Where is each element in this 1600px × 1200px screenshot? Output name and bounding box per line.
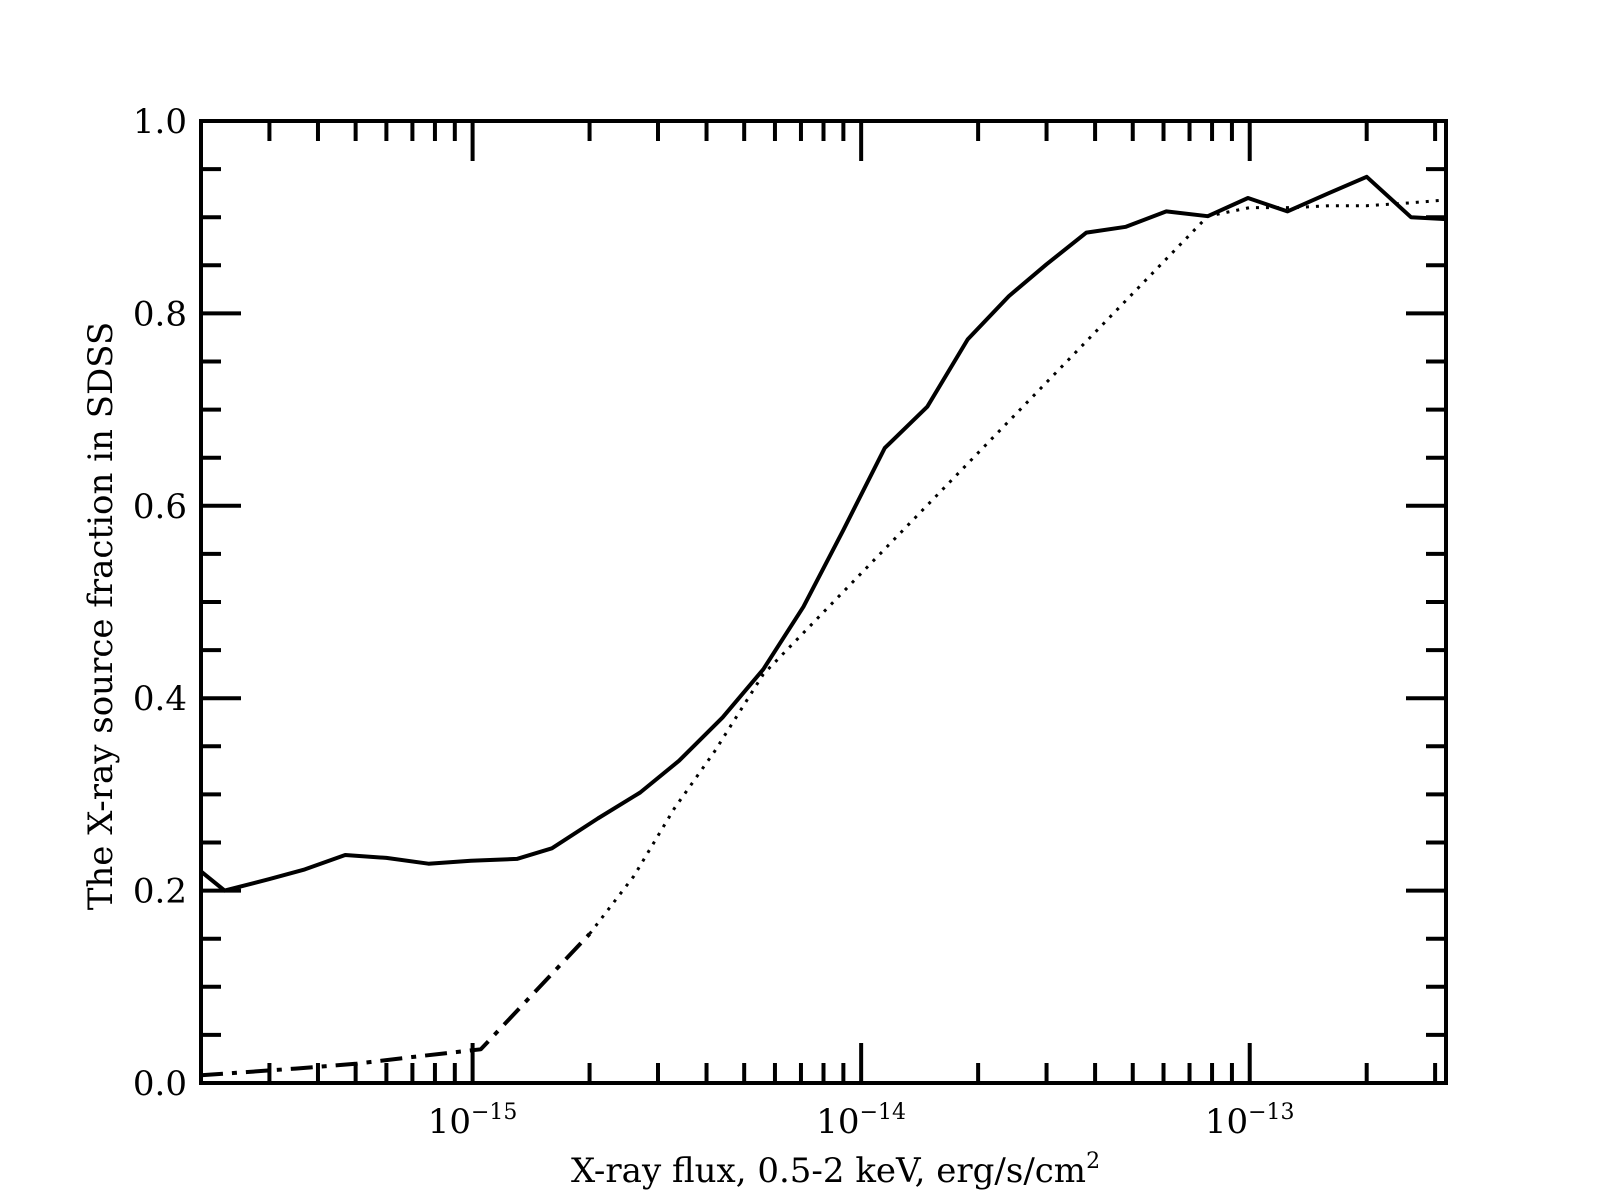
series-line-dotted [588,198,1447,935]
x-tick-label-exponent: −13 [1248,1100,1294,1125]
x-tick-label-base: 10 [816,1102,859,1142]
plot-lines [199,174,1447,1078]
x-tick-label: 10−14 [816,1100,906,1142]
x-axis-title-superscript: 2 [1086,1149,1100,1174]
y-tick-label: 0.2 [133,872,187,912]
x-tick-label-base: 10 [428,1102,471,1142]
x-tick-label-exponent: −15 [471,1100,517,1125]
x-tick-label-base: 10 [1205,1102,1248,1142]
x-tick-label: 10−15 [428,1100,518,1142]
y-tick-label: 0.4 [133,679,187,719]
x-tick-label-exponent: −14 [860,1100,906,1125]
y-tick-label: 0.8 [133,294,187,334]
x-axis-title: X-ray flux, 0.5-2 keV, erg/s/cm2 [571,1149,1100,1191]
plot-frame [199,119,1448,1085]
y-tick-label: 0.0 [133,1064,187,1104]
y-axis-title: The X-ray source fraction in SDSS [81,322,121,911]
x-tick-label: 10−13 [1205,1100,1295,1142]
tick-labels: 0.00.20.40.60.81.010−15 10−14 10−13 [133,102,1295,1142]
y-tick-label: 0.6 [133,487,187,527]
y-tick-label: 1.0 [133,102,187,142]
x-axis-title-text: X-ray flux, 0.5-2 keV, erg/s/cm [571,1151,1086,1191]
series-line-dashdot [200,932,592,1078]
ticks [199,119,1446,1085]
series-line-solid [199,174,1447,893]
